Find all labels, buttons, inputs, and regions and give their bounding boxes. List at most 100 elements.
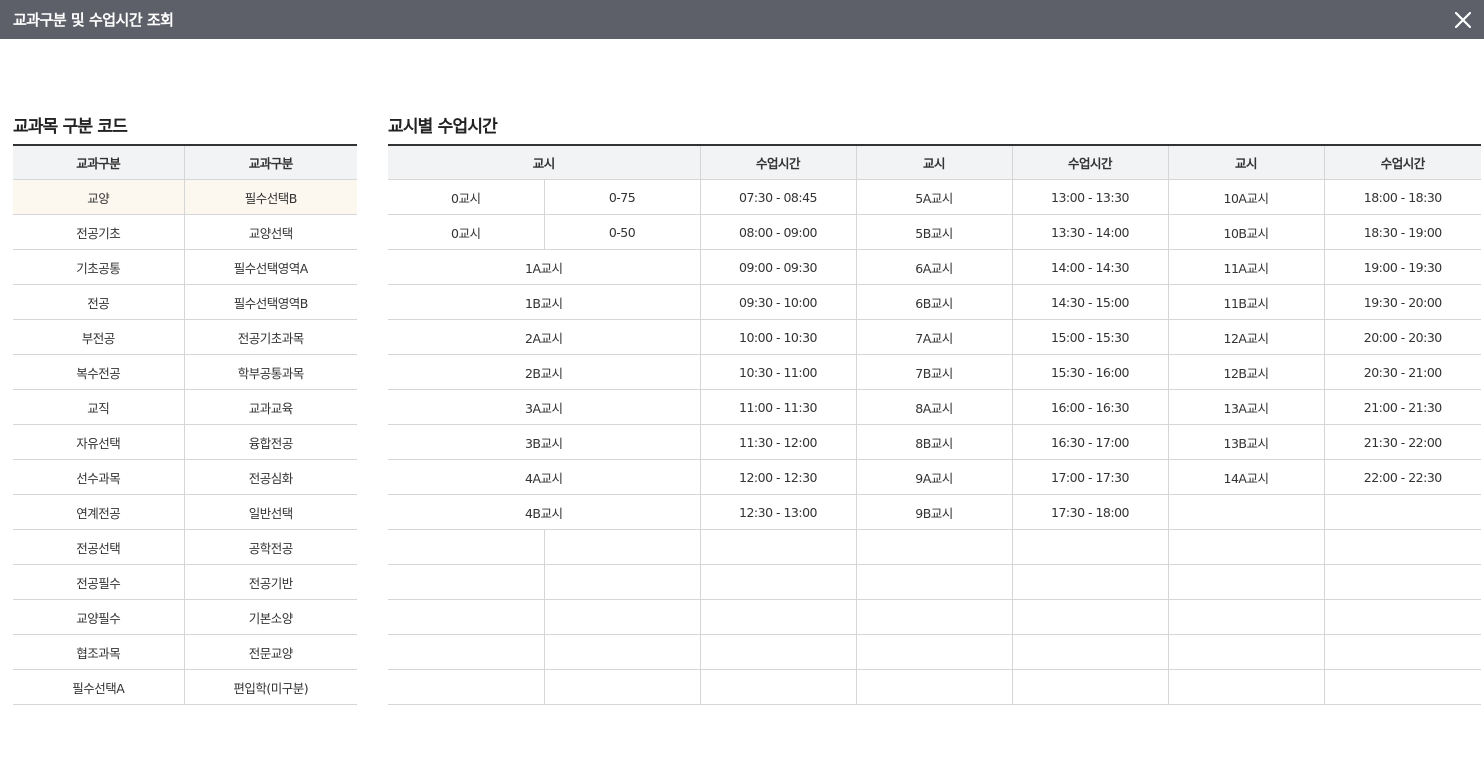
table-cell: 학부공통과목 (183, 354, 357, 390)
table-cell: 편입학(미구분) (183, 669, 357, 705)
table-cell (543, 634, 701, 670)
table-cell (1323, 494, 1482, 530)
table-row[interactable]: 필수선택A 편입학(미구분) (13, 669, 357, 705)
table-cell: 15:00 - 15:30 (1011, 319, 1169, 355)
close-icon[interactable] (1452, 9, 1474, 31)
table-cell: 0-50 (543, 214, 701, 250)
table-cell: 12:00 - 12:30 (699, 459, 857, 495)
table-cell: 18:30 - 19:00 (1323, 214, 1482, 250)
table-row: 0교시 0-50 08:00 - 09:00 5B교시 13:30 - 14:00 10B… (388, 214, 1482, 250)
table-cell: 복수전공 (13, 354, 184, 390)
table-cell: 10A교시 (1167, 179, 1325, 215)
table-cell: 07:30 - 08:45 (699, 179, 857, 215)
table-cell: 선수과목 (13, 459, 184, 495)
class-time-section: 교시별 수업시간 교시 수업시간 교시 수업시간 교시 수업시간 0교시 0-75… (388, 114, 1482, 705)
table-cell (699, 634, 857, 670)
table-cell: 연계전공 (13, 494, 184, 530)
table-cell: 교양선택 (183, 214, 357, 250)
column-header: 교과구분 (183, 144, 357, 180)
table-row[interactable]: 자유선택 융합전공 (13, 424, 357, 460)
table-cell (1011, 529, 1169, 565)
table-cell: 17:30 - 18:00 (1011, 494, 1169, 530)
table-cell: 전공 (13, 284, 184, 320)
table-row[interactable]: 전공필수 전공기반 (13, 564, 357, 600)
table-cell: 전공선택 (13, 529, 184, 565)
table-row[interactable]: 연계전공 일반선택 (13, 494, 357, 530)
table-cell: 13:30 - 14:00 (1011, 214, 1169, 250)
table-row[interactable]: 교직 교과교육 (13, 389, 357, 425)
table-cell (1167, 564, 1325, 600)
table-row: 2A교시 10:00 - 10:30 7A교시 15:00 - 15:30 12A교시 2… (388, 319, 1482, 355)
table-cell: 일반선택 (183, 494, 357, 530)
course-code-section: 교과목 구분 코드 교과구분 교과구분 교양 필수선택B 전공기초 교양선택 기초공통 필… (13, 114, 357, 705)
table-cell: 6B교시 (855, 284, 1013, 320)
table-cell: 전문교양 (183, 634, 357, 670)
table-row[interactable]: 선수과목 전공심화 (13, 459, 357, 495)
table-cell (1323, 564, 1482, 600)
table-cell (1011, 599, 1169, 635)
table-cell: 16:30 - 17:00 (1011, 424, 1169, 460)
table-cell (1167, 494, 1325, 530)
table-cell: 19:00 - 19:30 (1323, 249, 1482, 285)
table-cell: 기초공통 (13, 249, 184, 285)
table-cell: 전공기초과목 (183, 319, 357, 355)
table-cell: 12A교시 (1167, 319, 1325, 355)
table-cell (1167, 669, 1325, 705)
table-cell: 2A교시 (388, 319, 701, 355)
table-cell: 09:00 - 09:30 (699, 249, 857, 285)
table-row[interactable]: 전공기초 교양선택 (13, 214, 357, 250)
table-cell: 14:30 - 15:00 (1011, 284, 1169, 320)
table-row[interactable]: 전공선택 공학전공 (13, 529, 357, 565)
table-cell: 22:00 - 22:30 (1323, 459, 1482, 495)
column-header: 교시 (1167, 144, 1325, 180)
table-cell: 교과교육 (183, 389, 357, 425)
table-cell (388, 634, 544, 670)
table-cell (699, 529, 857, 565)
table-cell: 필수선택A (13, 669, 184, 705)
table-cell: 11B교시 (1167, 284, 1325, 320)
column-header: 수업시간 (1011, 144, 1169, 180)
course-code-table: 교과구분 교과구분 교양 필수선택B 전공기초 교양선택 기초공통 필수선택영역A 전공 필수… (13, 144, 357, 705)
table-row: 3A교시 11:00 - 11:30 8A교시 16:00 - 16:30 13A교시 2… (388, 389, 1482, 425)
table-cell (1011, 669, 1169, 705)
table-row: 4B교시 12:30 - 13:00 9B교시 17:30 - 18:00 (388, 494, 1482, 530)
table-cell: 융합전공 (183, 424, 357, 460)
table-cell (543, 599, 701, 635)
table-row[interactable]: 교양 필수선택B (13, 179, 357, 215)
table-cell (855, 529, 1013, 565)
table-row: 4A교시 12:00 - 12:30 9A교시 17:00 - 17:30 14A교시 2… (388, 459, 1482, 495)
empty-table-row (388, 599, 1482, 635)
table-cell (855, 669, 1013, 705)
table-cell: 필수선택영역B (183, 284, 357, 320)
table-cell: 3B교시 (388, 424, 701, 460)
table-cell (855, 599, 1013, 635)
table-cell: 기본소양 (183, 599, 357, 635)
table-cell: 3A교시 (388, 389, 701, 425)
table-cell: 17:00 - 17:30 (1011, 459, 1169, 495)
empty-table-row (388, 634, 1482, 670)
table-cell: 13B교시 (1167, 424, 1325, 460)
table-row[interactable]: 교양필수 기본소양 (13, 599, 357, 635)
table-cell (543, 529, 701, 565)
table-row[interactable]: 전공 필수선택영역B (13, 284, 357, 320)
table-cell: 10:00 - 10:30 (699, 319, 857, 355)
table-row[interactable]: 기초공통 필수선택영역A (13, 249, 357, 285)
table-cell: 9A교시 (855, 459, 1013, 495)
table-cell: 5B교시 (855, 214, 1013, 250)
table-cell (543, 564, 701, 600)
table-cell: 21:00 - 21:30 (1323, 389, 1482, 425)
table-row[interactable]: 협조과목 전문교양 (13, 634, 357, 670)
table-cell: 0교시 (388, 214, 544, 250)
table-row: 1A교시 09:00 - 09:30 6A교시 14:00 - 14:30 11A교시 1… (388, 249, 1482, 285)
table-cell: 12:30 - 13:00 (699, 494, 857, 530)
table-row[interactable]: 부전공 전공기초과목 (13, 319, 357, 355)
course-code-heading: 교과목 구분 코드 (13, 117, 128, 137)
table-cell (855, 564, 1013, 600)
table-row[interactable]: 복수전공 학부공통과목 (13, 354, 357, 390)
table-cell: 21:30 - 22:00 (1323, 424, 1482, 460)
table-cell (1011, 634, 1169, 670)
table-cell (1167, 529, 1325, 565)
table-row: 1B교시 09:30 - 10:00 6B교시 14:30 - 15:00 11B교시 1… (388, 284, 1482, 320)
table-cell (699, 599, 857, 635)
table-cell: 0-75 (543, 179, 701, 215)
